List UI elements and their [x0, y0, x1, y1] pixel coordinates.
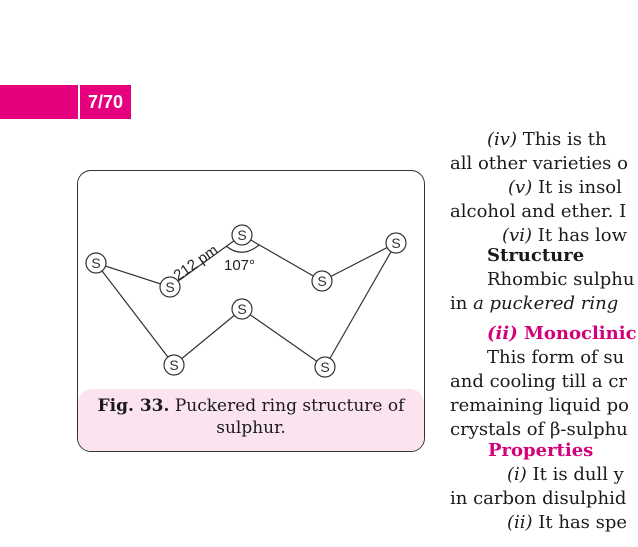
svg-text:S: S: [317, 273, 326, 289]
sulphur-atom: S: [231, 298, 253, 320]
svg-text:S: S: [391, 235, 400, 251]
text-line: alcohol and ether. I: [450, 201, 627, 222]
text-line: (v) It is insol: [508, 177, 622, 198]
bond: [241, 234, 323, 282]
bond: [321, 242, 397, 282]
figure-caption-text: Puckered ring structure of sulphur.: [174, 396, 405, 438]
sulphur-atom: S: [163, 354, 185, 376]
body-text-column: (iv) This is th all other varieties o (v…: [450, 128, 638, 535]
text-line: (iv) This is th: [487, 129, 607, 150]
text-line: remaining liquid po: [450, 395, 629, 416]
text-line: in carbon disulphid: [450, 488, 627, 509]
text-line: and cooling till a cr: [450, 371, 628, 392]
sulphur-atom: S: [314, 356, 336, 378]
bond-length-label: 212 pm: [171, 242, 222, 285]
bond: [95, 262, 175, 366]
text-line: Rhombic sulphu: [487, 269, 635, 290]
sulphur-atom: S: [159, 276, 181, 298]
section-heading-properties: Properties: [488, 440, 594, 461]
bond: [241, 308, 326, 368]
page-indicator[interactable]: 7/70: [78, 85, 131, 119]
section-heading-structure: Structure: [487, 245, 585, 266]
bond-angle-arc: [225, 244, 260, 253]
bond: [324, 242, 397, 368]
text-line: (vi) It has low: [502, 225, 628, 246]
sulphur-atom: S: [85, 252, 107, 274]
bond: [95, 262, 171, 288]
sulphur-ring-diagram: S S S S S S S S 212 pm: [85, 224, 407, 378]
text-line: crystals of β-sulphu: [450, 419, 628, 440]
svg-text:S: S: [165, 279, 174, 295]
section-heading-monoclinic: (ii) Monoclinic: [487, 323, 637, 344]
figure-label: Fig. 33.: [97, 396, 170, 416]
text-line: (ii) It has spe: [507, 512, 628, 533]
sulphur-atom: S: [231, 224, 253, 246]
bond: [173, 308, 243, 366]
text-line: (i) It is dull y: [507, 464, 624, 485]
svg-text:S: S: [91, 255, 100, 271]
bond: [169, 234, 243, 288]
chapter-tab-bar: [0, 85, 131, 119]
sulphur-atom: S: [311, 270, 333, 292]
sulphur-atom: S: [385, 232, 407, 254]
text-line: in a puckered ring: [450, 293, 619, 314]
figure-caption: Fig. 33. Puckered ring structure of sulp…: [78, 389, 424, 451]
text-line: all other varieties o: [450, 153, 628, 174]
svg-text:S: S: [320, 359, 329, 375]
svg-text:S: S: [169, 357, 178, 373]
svg-text:S: S: [237, 301, 246, 317]
text-line: This form of su: [487, 347, 625, 368]
figure-panel: S S S S S S S S 212 pm: [77, 170, 425, 452]
bond-angle-label: 107°: [224, 257, 255, 274]
svg-text:S: S: [237, 227, 246, 243]
